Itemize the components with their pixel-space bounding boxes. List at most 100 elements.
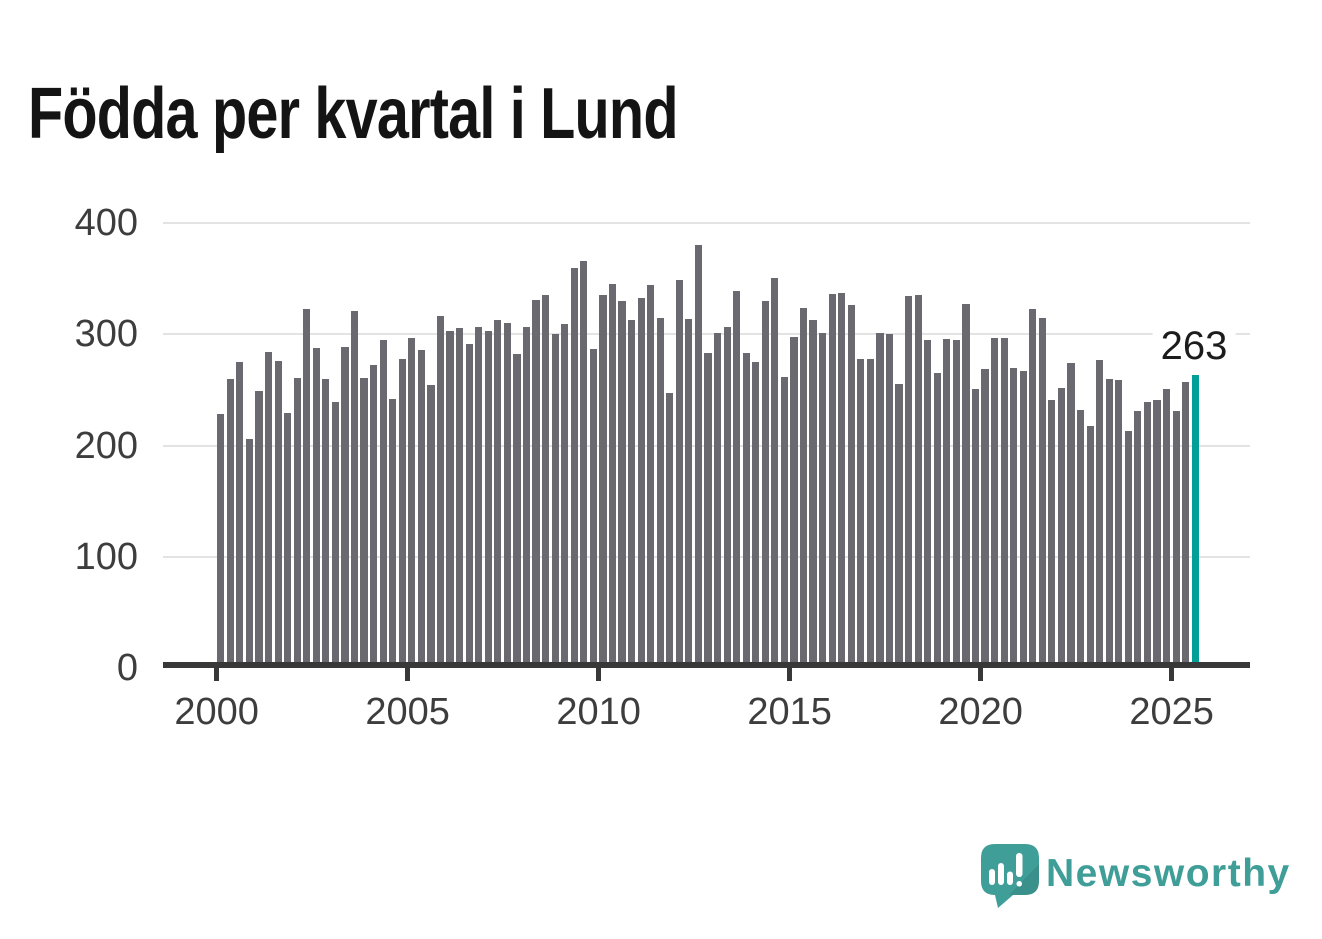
bar-2010-q2 <box>608 284 617 668</box>
x-tick-2025 <box>1169 668 1175 681</box>
y-tick-label-300: 300 <box>74 313 138 356</box>
bar-2000-q4 <box>245 438 254 668</box>
bar-2014-q4 <box>780 376 788 668</box>
bar-2023-q4 <box>1124 431 1132 668</box>
bar-2021-q4 <box>1048 399 1056 668</box>
bar-2017-q2 <box>876 333 884 668</box>
highlight-value-label: 263 <box>1152 324 1236 368</box>
bar-2005-q1 <box>408 337 416 668</box>
x-tick-2020 <box>978 668 984 681</box>
bar-2020-q1 <box>981 368 989 668</box>
bar-2017-q3 <box>885 334 894 668</box>
gridline-300 <box>163 333 1250 336</box>
bar-2003-q4 <box>360 377 368 668</box>
bar-2002-q4 <box>322 378 330 668</box>
bar-2022-q4 <box>1086 425 1094 668</box>
bar-2006-q3 <box>465 344 473 668</box>
bar-2012-q2 <box>685 318 693 668</box>
bar-2016-q4 <box>857 358 865 668</box>
newsworthy-logo: Newsworthy <box>981 844 1301 908</box>
bar-2006-q2 <box>456 327 464 668</box>
x-axis-line <box>163 662 1250 668</box>
bar-2014-q3 <box>771 277 779 668</box>
bar-2000-q2 <box>226 378 234 668</box>
bar-2008-q3 <box>542 295 550 668</box>
bar-2010-q4 <box>627 319 636 668</box>
bar-2021-q1 <box>1019 371 1027 668</box>
plot-area <box>163 222 1250 668</box>
bar-2014-q1 <box>752 362 760 668</box>
bar-2005-q2 <box>417 349 425 668</box>
x-tick-label-2025: 2025 <box>1129 691 1214 733</box>
y-tick-label-400: 400 <box>74 202 138 244</box>
bar-2012-q3 <box>694 245 703 668</box>
bar-2022-q1 <box>1057 387 1066 668</box>
bar-2018-q2 <box>914 295 922 668</box>
bar-2023-q1 <box>1096 359 1104 668</box>
bar-2011-q2 <box>647 285 655 668</box>
bar-2004-q4 <box>398 358 406 668</box>
bar-2002-q3 <box>312 347 320 668</box>
x-tick-label-2000: 2000 <box>174 691 259 733</box>
bar-2019-q2 <box>952 339 960 668</box>
bar-2009-q1 <box>561 324 569 668</box>
bar-2001-q3 <box>274 361 282 668</box>
bar-2001-q4 <box>284 413 292 668</box>
bar-2012-q1 <box>675 279 683 668</box>
bar-2007-q1 <box>484 330 492 668</box>
bar-2003-q2 <box>341 346 349 668</box>
bar-2015-q4 <box>819 333 827 668</box>
bar-2008-q1 <box>522 326 531 668</box>
bar-2015-q3 <box>809 319 817 668</box>
bar-2020-q2 <box>990 337 999 668</box>
y-tick-label-0: 0 <box>116 647 138 689</box>
x-tick-2015 <box>787 668 793 681</box>
bar-2007-q2 <box>494 319 502 668</box>
bar-2009-q2 <box>570 267 578 668</box>
bar-2004-q2 <box>379 339 387 668</box>
bar-2010-q3 <box>618 300 626 668</box>
bar-2017-q4 <box>895 384 903 668</box>
bar-2019-q1 <box>943 338 951 668</box>
bar-2007-q4 <box>513 354 521 668</box>
bar-2022-q3 <box>1076 409 1085 668</box>
bar-2006-q1 <box>446 330 454 668</box>
bar-2008-q4 <box>551 334 559 668</box>
bar-2022-q2 <box>1067 363 1075 668</box>
bar-2010-q1 <box>599 295 607 668</box>
bar-2025-q1 <box>1172 411 1180 668</box>
bar-2019-q4 <box>971 388 980 668</box>
x-tick-label-2015: 2015 <box>747 691 832 733</box>
bar-2024-q4 <box>1162 388 1171 668</box>
bar-2007-q3 <box>503 323 511 668</box>
bar-2004-q3 <box>389 398 397 668</box>
bar-2011-q4 <box>666 393 674 668</box>
bar-2013-q3 <box>733 290 741 668</box>
bar-2025-q2 <box>1182 382 1190 668</box>
bar-2002-q2 <box>303 308 311 668</box>
bar-2024-q1 <box>1134 411 1142 668</box>
bar-2005-q3 <box>427 385 435 668</box>
bar-2003-q1 <box>331 402 340 668</box>
bar-2016-q2 <box>838 293 846 668</box>
bar-2018-q4 <box>933 373 941 668</box>
bar-2018-q1 <box>905 296 913 668</box>
bar-2019-q3 <box>962 304 970 668</box>
chart-title: Födda per kvartal i Lund <box>28 74 679 155</box>
bar-2005-q4 <box>436 316 445 668</box>
bar-2015-q2 <box>799 307 808 668</box>
bar-2025-q3 <box>1191 375 1199 668</box>
bar-2016-q3 <box>847 305 855 668</box>
x-tick-2005 <box>405 668 411 681</box>
bar-2021-q2 <box>1029 308 1037 668</box>
bar-2002-q1 <box>293 377 301 668</box>
bar-2023-q2 <box>1105 378 1113 668</box>
bar-2000-q1 <box>217 414 225 668</box>
bar-2024-q3 <box>1153 399 1161 668</box>
bar-2020-q4 <box>1010 367 1018 668</box>
x-tick-label-2020: 2020 <box>938 691 1023 733</box>
y-tick-label-100: 100 <box>74 535 138 578</box>
bar-2012-q4 <box>704 353 712 668</box>
x-tick-2010 <box>596 668 602 681</box>
